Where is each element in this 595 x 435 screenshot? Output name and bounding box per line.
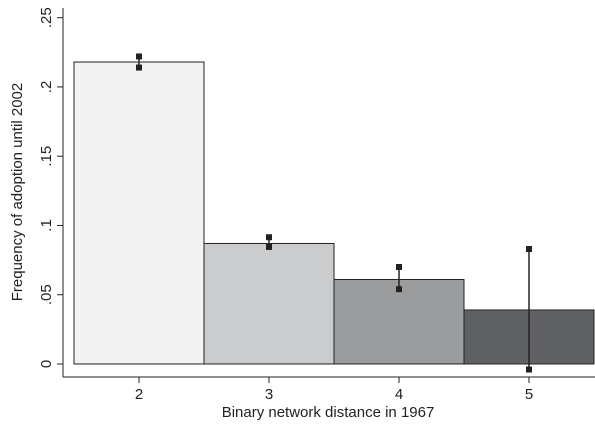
y-tick-label: .2 xyxy=(38,81,55,94)
error-cap-low xyxy=(136,64,142,71)
x-tick-label: 3 xyxy=(265,386,273,403)
y-tick-label: .15 xyxy=(38,146,55,167)
y-tick-label: 0 xyxy=(38,360,55,368)
error-cap-low xyxy=(526,366,532,373)
error-cap-high xyxy=(526,246,532,253)
x-tick-label: 4 xyxy=(395,386,403,403)
bar xyxy=(73,61,205,365)
error-cap-high xyxy=(136,53,142,60)
bar xyxy=(333,278,465,365)
y-tick-label: .25 xyxy=(38,7,55,28)
y-tick-label: .1 xyxy=(38,219,55,232)
error-cap-high xyxy=(396,264,402,271)
error-cap-low xyxy=(266,243,272,250)
x-axis-title: Binary network distance in 1967 xyxy=(222,404,435,421)
error-cap-low xyxy=(396,286,402,293)
error-cap-high xyxy=(266,234,272,241)
bar xyxy=(203,242,335,365)
y-axis-title: Frequency of adoption until 2002 xyxy=(9,83,26,302)
x-tick-label: 2 xyxy=(135,386,143,403)
y-tick-label: .05 xyxy=(38,284,55,305)
x-tick-label: 5 xyxy=(525,386,533,403)
